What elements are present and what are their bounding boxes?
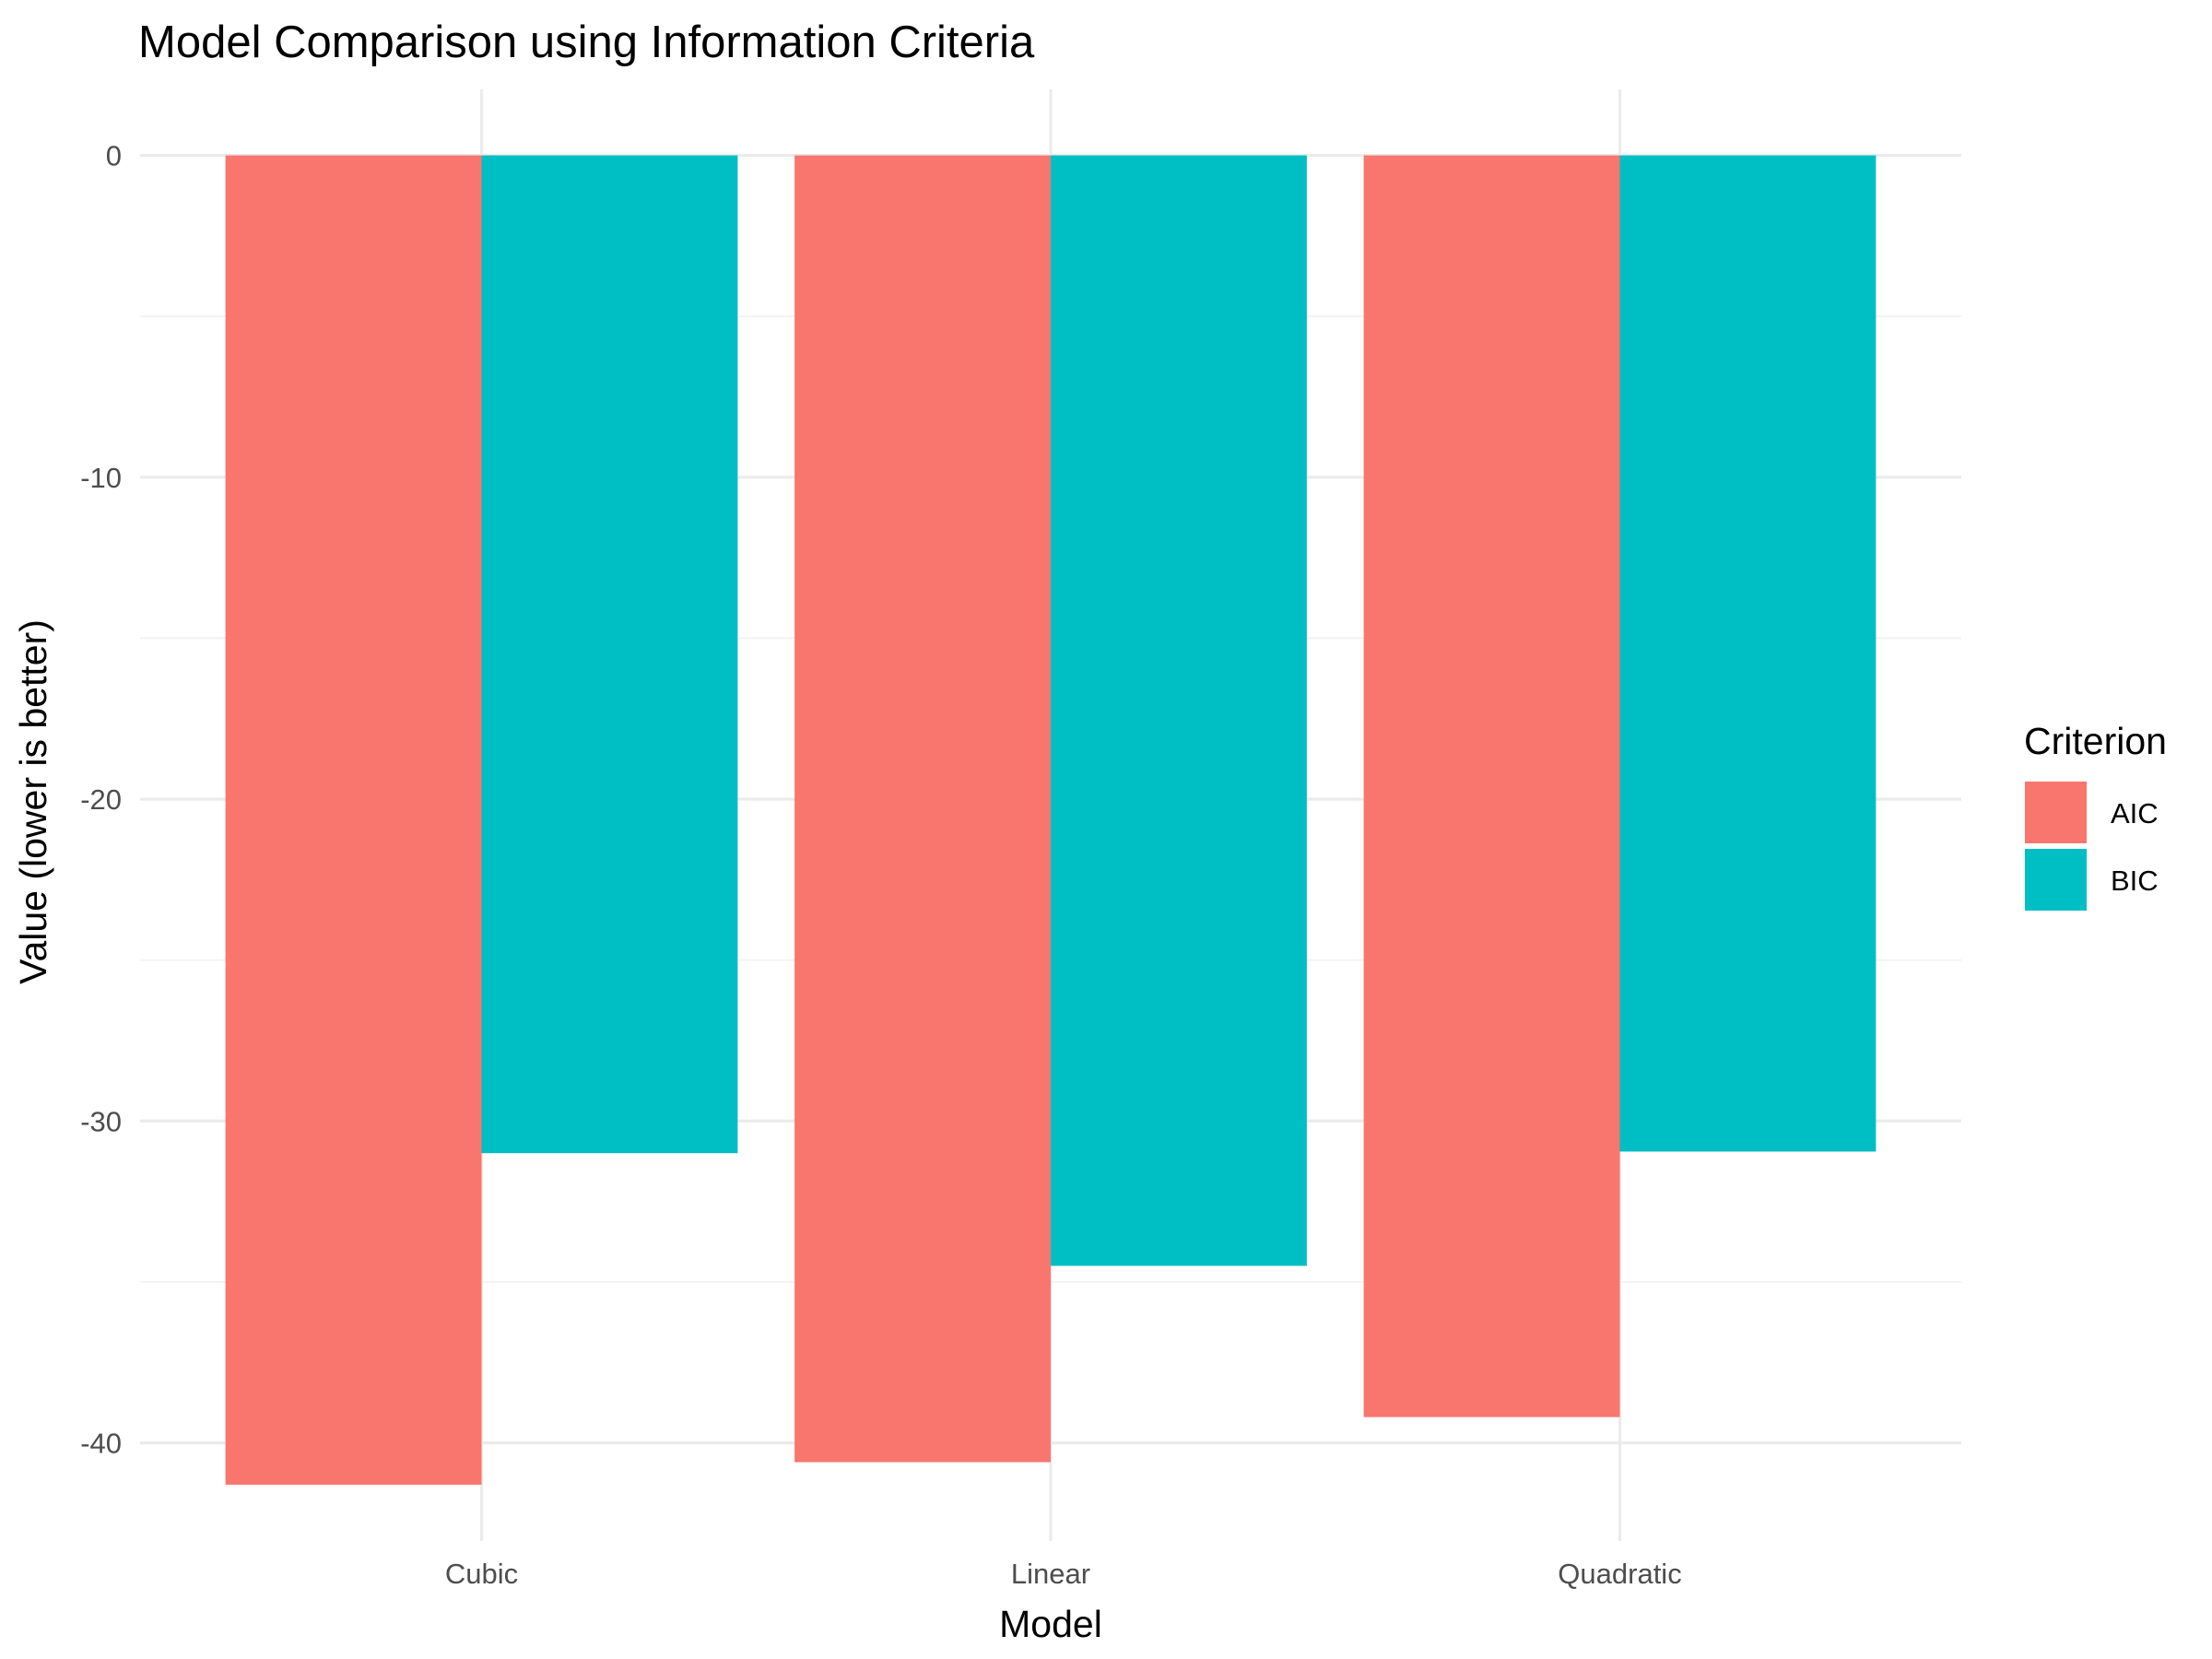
- x-axis-title: Model: [999, 1603, 1102, 1645]
- y-tick-label: -20: [80, 783, 122, 816]
- x-tick-label: Linear: [1011, 1558, 1090, 1590]
- x-axis-ticks: Cubic Linear Quadratic: [445, 1558, 1682, 1590]
- legend-title: Criterion: [2024, 720, 2167, 762]
- bar-bic-cubic: [481, 155, 738, 1154]
- y-tick-label: -10: [80, 462, 122, 494]
- y-tick-label: 0: [106, 140, 122, 172]
- legend: Criterion AIC BIC: [2024, 720, 2167, 911]
- bar-bic-linear: [1051, 155, 1307, 1266]
- legend-key-aic: [2025, 782, 2087, 843]
- x-tick-label: Cubic: [445, 1558, 518, 1590]
- legend-label-aic: AIC: [2111, 797, 2159, 830]
- y-axis-ticks: 0 -10 -20 -30 -40: [80, 140, 122, 1460]
- bar-aic-quadratic: [1363, 155, 1620, 1418]
- chart-title: Model Comparison using Information Crite…: [138, 18, 1035, 67]
- x-tick-label: Quadratic: [1558, 1558, 1681, 1590]
- legend-key-bic: [2025, 849, 2087, 911]
- bars: [225, 155, 1877, 1485]
- legend-label-bic: BIC: [2111, 865, 2159, 897]
- y-axis-title: Value (lower is better): [12, 619, 54, 984]
- bar-aic-linear: [794, 155, 1051, 1463]
- bar-bic-quadratic: [1619, 155, 1877, 1152]
- bar-aic-cubic: [225, 155, 482, 1485]
- y-tick-label: -30: [80, 1105, 122, 1137]
- y-tick-label: -40: [80, 1427, 122, 1459]
